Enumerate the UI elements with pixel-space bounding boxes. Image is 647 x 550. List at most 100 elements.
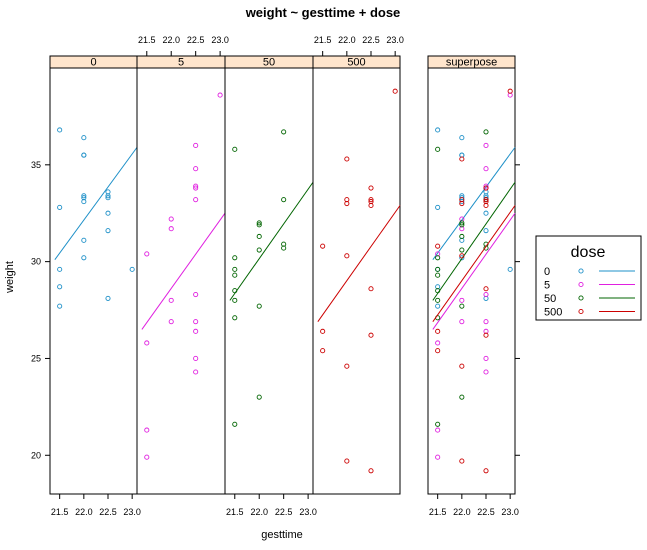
point-dose-0 — [57, 303, 63, 309]
x-tick-label: 23.0 — [501, 507, 519, 517]
point-dose-0 — [105, 193, 111, 199]
point-dose-5 — [483, 369, 489, 375]
panel-frame — [224, 67, 314, 495]
x-tick-label: 22.0 — [453, 507, 471, 517]
legend-label-50: 50 — [544, 293, 556, 305]
point-dose-0 — [57, 127, 63, 133]
point-dose-50 — [256, 247, 262, 253]
fit-line-dose-500 — [317, 205, 401, 322]
point-dose-5 — [459, 319, 465, 325]
legend-marker-0 — [578, 268, 584, 274]
point-dose-50 — [483, 129, 489, 135]
point-dose-5 — [193, 355, 199, 362]
point-dose-500 — [368, 332, 374, 338]
point-dose-0 — [105, 195, 111, 201]
point-dose-0 — [507, 266, 513, 272]
point-dose-50 — [435, 297, 441, 303]
fit-line-dose-50 — [432, 181, 516, 301]
point-dose-50 — [256, 220, 262, 226]
point-dose-50 — [459, 394, 465, 400]
point-dose-5 — [483, 142, 489, 149]
strip-label: 5 — [178, 57, 184, 69]
point-dose-5 — [217, 92, 223, 98]
point-dose-0 — [435, 127, 441, 133]
point-dose-500 — [483, 286, 489, 292]
point-dose-50 — [435, 146, 441, 152]
x-tick-label: 22.5 — [275, 507, 293, 517]
chart-title: weight ~ gesttime + dose — [245, 5, 401, 20]
point-dose-500 — [459, 458, 465, 464]
point-dose-50 — [459, 303, 465, 309]
panel-frame — [49, 67, 138, 495]
point-dose-0 — [57, 266, 63, 272]
point-dose-0 — [81, 152, 87, 158]
y-tick-label: 25 — [31, 353, 41, 363]
fit-line-dose-5 — [141, 212, 226, 330]
point-dose-500 — [344, 253, 350, 259]
panel-superpose: superpose 21.5 22.0 22.5 23.0 — [427, 55, 519, 517]
point-dose-500 — [320, 348, 326, 354]
y-tick-label: 30 — [31, 257, 41, 267]
point-dose-500 — [435, 243, 441, 249]
x-tick-label: 23.0 — [386, 35, 404, 45]
point-dose-5 — [168, 319, 174, 325]
point-dose-50 — [232, 272, 238, 278]
point-dose-500 — [368, 197, 374, 203]
point-dose-500 — [459, 363, 465, 369]
point-dose-0 — [105, 210, 111, 216]
point-dose-50 — [281, 245, 287, 251]
point-dose-50 — [459, 222, 465, 228]
fit-line-dose-0 — [432, 147, 516, 260]
point-dose-5 — [193, 183, 199, 189]
point-dose-5 — [483, 319, 489, 325]
x-tick-label: 22.0 — [75, 507, 93, 517]
point-dose-500 — [320, 243, 326, 249]
legend-label-500: 500 — [544, 307, 562, 319]
point-dose-5 — [168, 226, 174, 232]
point-dose-5 — [435, 454, 441, 460]
point-dose-50 — [256, 222, 262, 228]
point-dose-0 — [81, 255, 87, 261]
x-tick-label: 22.5 — [362, 35, 380, 45]
point-dose-500 — [344, 363, 350, 369]
point-dose-50 — [232, 421, 238, 427]
point-dose-0 — [81, 193, 87, 199]
point-dose-50 — [256, 394, 262, 400]
panel-frame — [427, 67, 516, 495]
point-dose-0 — [81, 199, 87, 205]
point-dose-5 — [168, 216, 174, 222]
point-dose-5 — [144, 454, 150, 460]
strip-label: superpose — [446, 57, 497, 69]
panel-50: 50 21.5 22.0 22.5 23.0 — [224, 55, 317, 517]
point-dose-0 — [483, 228, 489, 234]
fit-line-dose-5 — [432, 212, 516, 330]
panel-500: 500 21.5 22.0 22.5 23.0 — [312, 35, 404, 495]
point-dose-5 — [483, 166, 489, 172]
point-dose-50 — [232, 146, 238, 152]
legend-box — [535, 235, 642, 321]
point-dose-500 — [368, 185, 374, 191]
point-dose-0 — [57, 284, 63, 290]
point-dose-5 — [168, 297, 174, 303]
panel-frame — [312, 67, 401, 495]
x-tick-label: 21.5 — [226, 507, 244, 517]
point-dose-50 — [435, 421, 441, 427]
point-dose-500 — [344, 458, 350, 464]
point-dose-0 — [105, 228, 111, 234]
legend: dose 0 550 500 — [535, 235, 642, 321]
point-dose-5 — [483, 292, 489, 298]
point-dose-500 — [368, 468, 374, 474]
point-dose-0 — [57, 204, 63, 210]
x-axis-label: gesttime — [261, 529, 303, 541]
x-tick-label: 22.0 — [338, 35, 356, 45]
point-dose-0 — [81, 135, 87, 141]
legend-marker-500 — [578, 308, 584, 315]
point-dose-500 — [459, 156, 465, 162]
point-dose-500 — [459, 253, 465, 259]
y-tick-label: 20 — [31, 450, 41, 460]
y-axis-label: weight — [4, 261, 16, 294]
point-dose-50 — [232, 315, 238, 321]
point-dose-500 — [368, 202, 374, 209]
point-dose-5 — [193, 328, 199, 334]
